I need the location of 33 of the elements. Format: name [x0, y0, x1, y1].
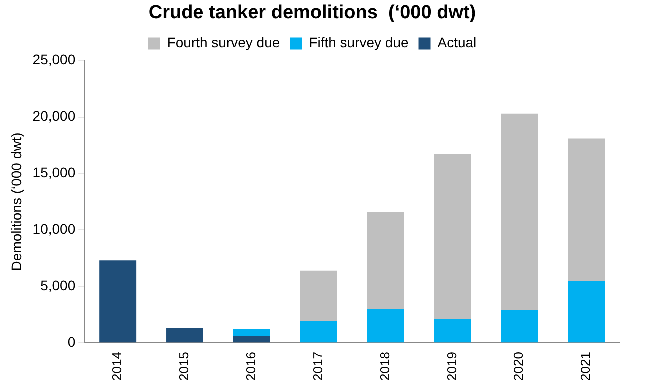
y-tick-label: 25,000 — [32, 52, 76, 68]
legend-label: Actual — [438, 34, 477, 51]
bar — [434, 154, 472, 320]
x-tick-label: 2016 — [244, 352, 259, 381]
bar — [233, 336, 270, 343]
bar — [233, 330, 270, 336]
y-tick-label: 15,000 — [32, 164, 76, 181]
y-tick-label: 5,000 — [40, 277, 76, 294]
bar — [367, 212, 404, 310]
x-tick-label: 2014 — [110, 352, 125, 381]
x-tick-label: 2020 — [511, 352, 526, 381]
y-tick-label: 10,000 — [32, 221, 76, 238]
x-tick-label: 2017 — [310, 352, 326, 381]
bar — [100, 260, 137, 343]
bar — [300, 270, 338, 322]
y-tick-label: 20,000 — [32, 108, 76, 124]
bar — [501, 114, 538, 310]
bar — [568, 280, 606, 343]
bar — [367, 309, 404, 343]
bar — [434, 319, 472, 343]
y-tick-label: 0 — [68, 334, 76, 350]
x-tick-label: 2018 — [377, 352, 392, 381]
bar — [166, 328, 204, 343]
chart-title: Crude tanker demolitions (‘000 dwt) — [148, 2, 476, 24]
legend-label: Fourth survey due — [167, 34, 280, 51]
legend-label: Fifth survey due — [309, 34, 409, 51]
bar — [501, 310, 538, 343]
x-tick-label: 2015 — [176, 352, 192, 381]
y-axis-title: Demolitions (‘000 dwt) — [8, 132, 24, 272]
bar — [300, 321, 338, 343]
x-tick-label: 2021 — [578, 352, 594, 381]
x-tick-label: 2019 — [444, 352, 460, 381]
bar — [568, 138, 606, 281]
